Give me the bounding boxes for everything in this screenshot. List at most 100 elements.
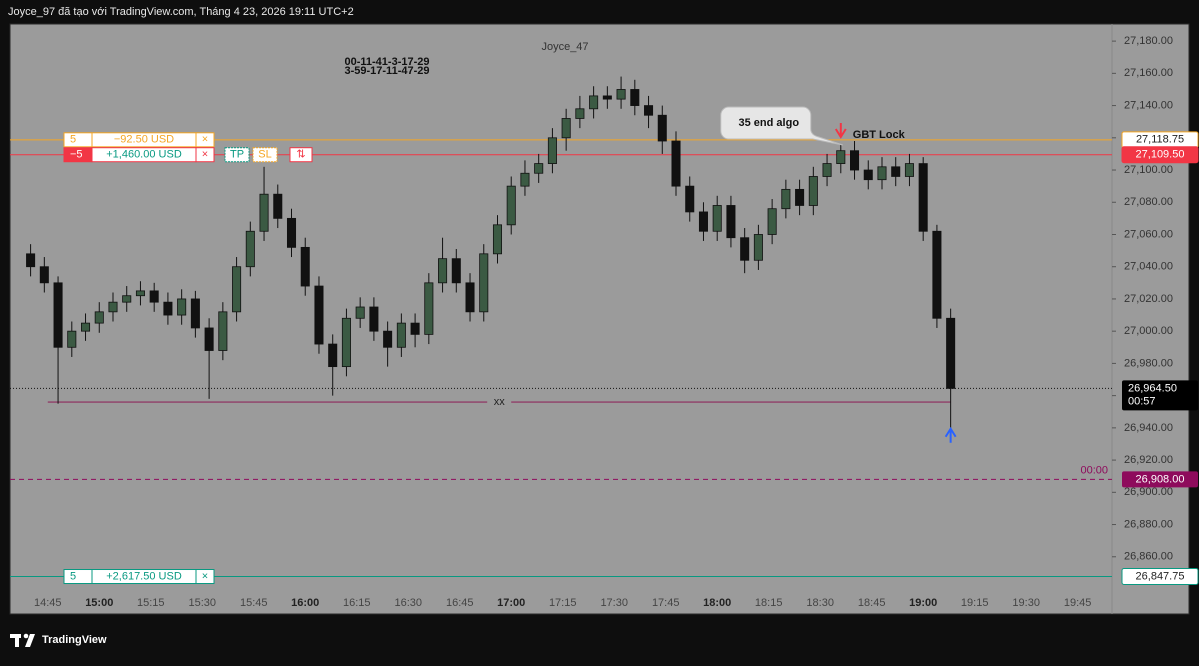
y-tick-label: 26,980.00 (1124, 357, 1173, 369)
candle-body (726, 205, 736, 239)
candle-body (465, 282, 475, 313)
position-pnl: −92.50 USD (114, 134, 174, 146)
candle-body (190, 298, 200, 329)
candle-body (698, 211, 708, 232)
candle-body (822, 163, 832, 177)
candle-body (520, 172, 530, 187)
candle-body (547, 137, 557, 164)
position-qty: 5 (70, 570, 76, 582)
candle-body (383, 330, 393, 348)
candle-body (740, 237, 750, 261)
position-cancel[interactable]: × (202, 570, 208, 582)
x-tick-label: 19:30 (1012, 597, 1040, 609)
bracket-label[interactable]: TP (230, 149, 244, 161)
y-tick-label: 27,020.00 (1124, 293, 1173, 305)
candle-body (589, 95, 599, 110)
candle-body (781, 188, 791, 210)
candle-body (836, 150, 846, 164)
candle-body (602, 95, 612, 100)
candle-body (26, 253, 36, 268)
candle-body (108, 301, 118, 313)
candle-body (286, 217, 297, 248)
y-tick-label: 27,140.00 (1124, 99, 1173, 111)
callout-text: 35 end algo (739, 117, 800, 129)
candle-body (341, 317, 351, 368)
drawn-line-label: xx (494, 396, 506, 408)
candle-body (149, 290, 159, 303)
candle-body (561, 118, 571, 139)
candle-body (506, 185, 516, 226)
x-tick-label: 17:00 (497, 597, 525, 609)
bracket-label[interactable]: SL (258, 149, 271, 161)
bracket-button[interactable] (252, 147, 278, 163)
position-cancel[interactable]: × (202, 149, 208, 161)
candle-body (753, 234, 763, 261)
y-tick-label: 27,040.00 (1124, 261, 1173, 273)
y-tick-label: 27,100.00 (1124, 164, 1173, 176)
candle-body (218, 311, 228, 351)
candle-body (81, 322, 91, 332)
position-tag (1121, 146, 1199, 164)
signal-arrow (944, 426, 957, 443)
candle-body (904, 163, 914, 177)
x-tick-label: 18:45 (858, 597, 886, 609)
position-cancel-box[interactable] (195, 147, 215, 163)
reverse-label[interactable]: ⇅ (296, 149, 305, 161)
position-qty-box[interactable] (63, 569, 93, 585)
candle-body (259, 193, 269, 232)
x-tick-label: 18:00 (703, 597, 731, 609)
callout-bubble (720, 106, 843, 146)
logo (10, 633, 35, 647)
position-qty-box[interactable] (63, 132, 93, 148)
x-tick-label: 15:15 (137, 597, 165, 609)
candle-body (630, 89, 640, 106)
position-tag-label: 26,847.75 (1136, 570, 1185, 582)
candle-body (932, 230, 942, 319)
candle-body (575, 108, 585, 119)
alert-countdown: 00:00 (1080, 464, 1108, 476)
position-cancel[interactable]: × (202, 134, 208, 146)
x-tick-label: 14:45 (34, 597, 62, 609)
candle-body (328, 343, 338, 368)
candle-body (314, 285, 324, 345)
position-tag-label: 27,109.50 (1136, 149, 1185, 161)
position-cancel-box[interactable] (195, 132, 215, 148)
drawn-line-label-bg (487, 396, 512, 409)
candle-body (53, 282, 63, 348)
note: 00-11-41-3-17-29 (344, 56, 429, 68)
x-tick-label: 18:15 (755, 597, 783, 609)
bracket-button[interactable] (224, 147, 250, 163)
x-tick-label: 16:30 (394, 597, 422, 609)
note: 3-59-17-11-47-29 (344, 65, 429, 77)
x-tick-label: 16:45 (446, 597, 474, 609)
candle-body (67, 330, 77, 348)
candle-body (850, 150, 860, 171)
candle-body (492, 224, 503, 255)
signal-text: GBT Lock (853, 129, 906, 141)
candle-body (122, 295, 132, 303)
position-qty: −5 (70, 149, 83, 161)
candle-body (534, 163, 544, 174)
x-tick-label: 15:00 (85, 597, 113, 609)
candle-body (355, 306, 365, 319)
candle-body (300, 246, 310, 287)
x-tick-label: 19:15 (961, 597, 989, 609)
position-tag-label: 27,118.75 (1136, 134, 1184, 146)
candle-body (94, 311, 104, 324)
candle-body (808, 176, 818, 206)
position-cancel-box[interactable] (195, 569, 215, 585)
chart-title: Joyce_47 (541, 41, 588, 53)
x-tick-label: 19:45 (1064, 597, 1092, 609)
y-tick-label: 26,900.00 (1124, 486, 1173, 498)
x-tick-label: 16:00 (291, 597, 319, 609)
alert-tag-label: 26,908.00 (1136, 473, 1185, 485)
position-pnl: +2,617.50 USD (106, 570, 182, 582)
candle-body (204, 327, 214, 351)
y-tick-label: 27,000.00 (1124, 325, 1173, 337)
brand: TradingView (42, 634, 107, 646)
reverse-button[interactable] (289, 147, 313, 163)
header: Joyce_97 đã tạo với TradingView.com, Thá… (8, 6, 354, 18)
candle-body (369, 306, 379, 332)
